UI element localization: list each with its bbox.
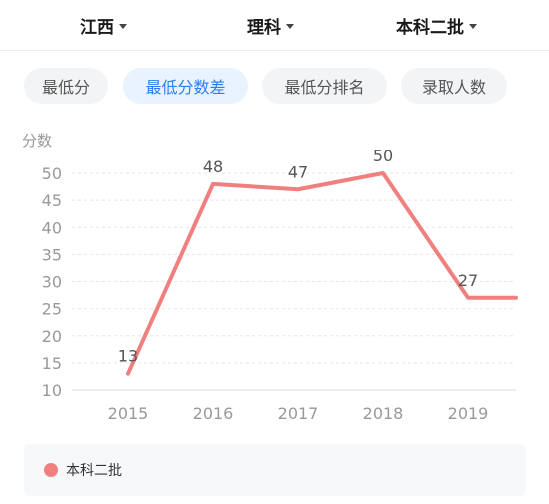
y-tick-label: 25 bbox=[42, 300, 62, 319]
data-label: 50 bbox=[373, 150, 393, 165]
x-tick-label: 2018 bbox=[363, 404, 404, 423]
batch-label: 本科二批 bbox=[396, 17, 464, 38]
y-axis-unit-label: 分数 bbox=[22, 132, 53, 150]
tab-min-score-diff[interactable]: 最低分数差 bbox=[123, 68, 248, 104]
filter-bar: 江西 理科 本科二批 bbox=[0, 0, 549, 51]
tab-min-score-rank[interactable]: 最低分排名 bbox=[262, 68, 387, 104]
tab-label: 最低分数差 bbox=[145, 78, 226, 97]
y-tick-label: 10 bbox=[42, 381, 62, 400]
tab-label: 最低分 bbox=[41, 78, 90, 97]
chevron-down-icon bbox=[119, 23, 127, 29]
province-dropdown[interactable]: 江西 bbox=[80, 12, 127, 38]
tab-label: 录取人数 bbox=[421, 78, 486, 97]
y-tick-label: 45 bbox=[42, 191, 62, 210]
data-label: 47 bbox=[288, 162, 308, 181]
x-tick-label: 2016 bbox=[193, 404, 234, 423]
chevron-down-icon bbox=[286, 23, 294, 29]
line-chart: 10 15 20 25 30 35 40 45 50 2015 2016 2017 2018 2019 13… bbox=[42, 150, 518, 423]
x-tick-label: 2015 bbox=[108, 404, 149, 423]
tab-label: 最低分排名 bbox=[284, 78, 365, 97]
subject-label: 理科 bbox=[247, 17, 281, 38]
data-label: 27 bbox=[458, 271, 478, 290]
series-line bbox=[126, 171, 518, 376]
chevron-down-icon bbox=[469, 23, 477, 29]
data-label: 48 bbox=[203, 157, 223, 176]
y-tick-label: 50 bbox=[42, 164, 62, 183]
tab-admission-count[interactable]: 录取人数 bbox=[401, 68, 507, 104]
chart-legend: 本科二批 bbox=[24, 444, 526, 496]
y-tick-label: 40 bbox=[42, 218, 62, 237]
y-tick-label: 35 bbox=[42, 245, 62, 264]
subject-dropdown[interactable]: 理科 bbox=[247, 12, 294, 38]
data-label: 13 bbox=[118, 347, 138, 366]
batch-dropdown[interactable]: 本科二批 bbox=[396, 12, 477, 38]
x-tick-label: 2019 bbox=[448, 404, 489, 423]
y-tick-label: 20 bbox=[42, 327, 62, 346]
x-tick-label: 2017 bbox=[278, 404, 319, 423]
metric-tabs: 最低分 最低分数差 最低分排名 录取人数 bbox=[0, 68, 549, 104]
province-label: 江西 bbox=[80, 17, 114, 38]
legend-label: 本科二批 bbox=[66, 463, 122, 479]
tab-min-score[interactable]: 最低分 bbox=[24, 68, 108, 104]
y-tick-label: 15 bbox=[42, 354, 62, 373]
legend-marker bbox=[44, 463, 58, 477]
y-tick-label: 30 bbox=[42, 273, 62, 292]
